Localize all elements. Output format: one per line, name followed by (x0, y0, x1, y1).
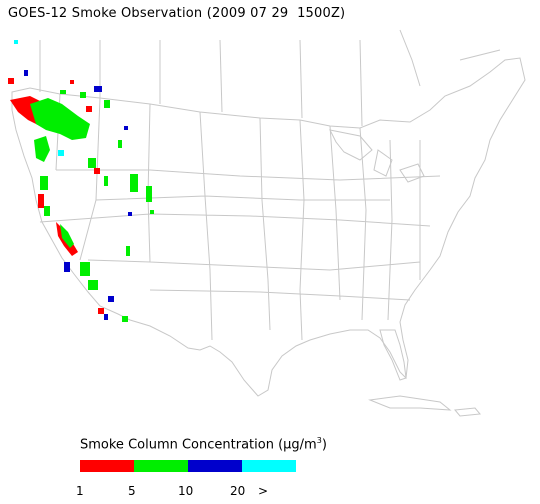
smoke-pixel (86, 106, 92, 112)
florida-outline (379, 329, 407, 381)
smoke-pixel (126, 246, 130, 256)
smoke-pixel (70, 80, 74, 84)
legend-swatch-mid (134, 460, 188, 472)
legend-swatch-high (188, 460, 242, 472)
smoke-pixel (98, 308, 104, 314)
state-lines (39, 93, 441, 341)
legend-color-bar (80, 460, 296, 472)
state-outlines (11, 29, 526, 417)
legend-tick: 10 (178, 484, 194, 498)
legend-title: Smoke Column Concentration (µg/m3) (80, 436, 327, 452)
legend-tick: 5 (128, 484, 136, 498)
smoke-pixel (128, 212, 132, 216)
smoke-pixel (122, 316, 128, 322)
smoke-plume (34, 136, 50, 162)
legend-unit: µg/m (283, 437, 317, 453)
smoke-pixel (88, 280, 98, 290)
smoke-plume (30, 98, 90, 140)
canada-lines (39, 29, 501, 127)
smoke-pixel (94, 168, 100, 174)
legend-unit-exponent: 3 (316, 436, 322, 445)
smoke-pixel (14, 40, 18, 44)
legend-label-suffix: ) (321, 437, 327, 453)
smoke-pixel (108, 296, 114, 302)
legend-tick: 20 (230, 484, 246, 498)
smoke-pixel (94, 86, 102, 92)
smoke-plume (60, 224, 74, 248)
smoke-pixel (124, 126, 128, 130)
smoke-pixel (80, 92, 86, 98)
smoke-pixel (88, 158, 96, 168)
smoke-pixel (104, 176, 108, 186)
smoke-pixel (150, 210, 154, 214)
smoke-pixel (130, 174, 138, 192)
legend-swatch-very-high (242, 460, 296, 472)
smoke-pixel (80, 262, 90, 276)
smoke-pixel (24, 70, 28, 76)
smoke-pixel (44, 206, 50, 216)
caribbean-islands (368, 395, 481, 417)
legend-tick: 1 (76, 484, 84, 498)
us-smoke-map (8, 29, 526, 417)
smoke-pixel (104, 100, 110, 108)
great-lakes (329, 129, 425, 183)
smoke-pixel (8, 78, 14, 84)
smoke-observations (8, 40, 154, 322)
smoke-pixel (58, 150, 64, 156)
smoke-pixel (104, 314, 108, 320)
legend-tick: > (258, 484, 269, 498)
smoke-pixel (40, 176, 48, 190)
smoke-pixel (118, 140, 122, 148)
smoke-pixel (64, 262, 70, 272)
smoke-pixel (146, 186, 152, 202)
legend-label-prefix: Smoke Column Concentration ( (80, 437, 284, 453)
map-title: GOES-12 Smoke Observation (2009 07 29 15… (8, 6, 346, 21)
smoke-pixel (60, 90, 66, 94)
legend-swatch-low (80, 460, 134, 472)
smoke-pixel (38, 194, 44, 208)
